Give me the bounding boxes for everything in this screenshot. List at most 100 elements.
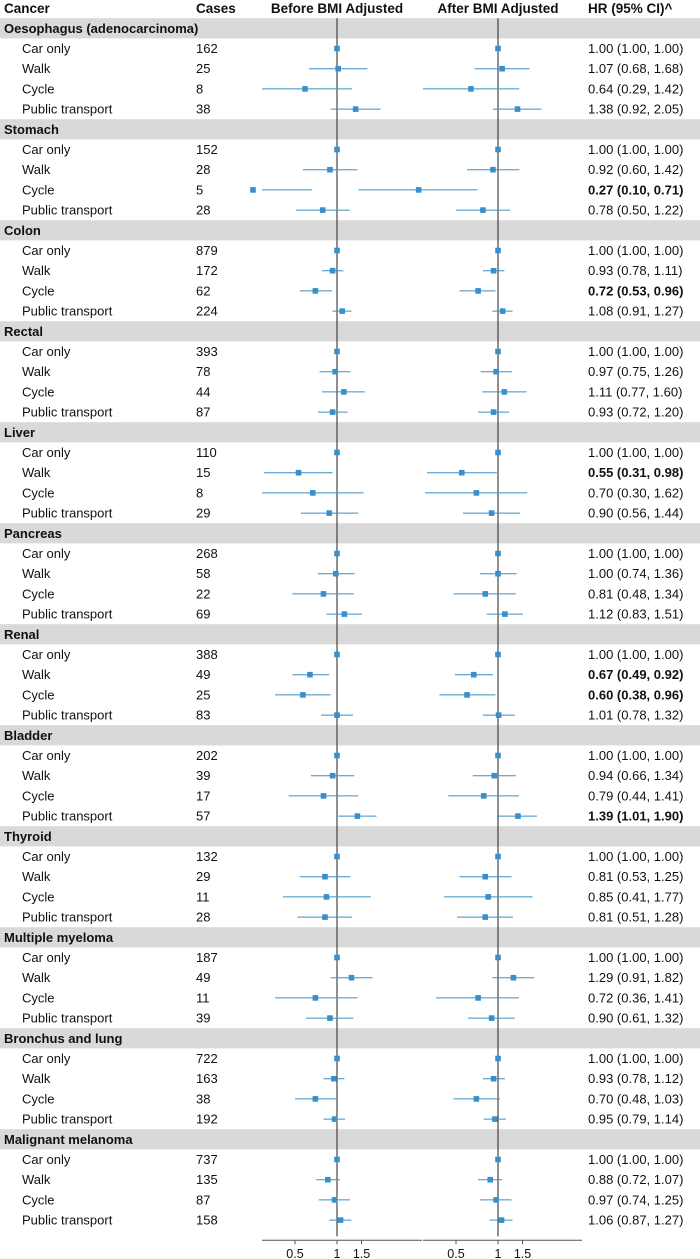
cases-value: 83: [196, 708, 210, 723]
estimate-marker-after: [468, 86, 474, 92]
estimate-marker-after: [501, 389, 508, 395]
cases-value: 158: [196, 1213, 218, 1228]
estimate-marker-before: [354, 813, 361, 819]
cases-value: 11: [196, 990, 210, 1005]
estimate-marker-before: [320, 793, 327, 799]
hr-value: 0.97 (0.74, 1.25): [588, 1192, 683, 1207]
estimate-marker-before: [312, 288, 319, 294]
group-label: Malignant melanoma: [4, 1132, 133, 1147]
hr-value: 1.38 (0.92, 2.05): [588, 102, 683, 117]
group-band: [0, 927, 700, 948]
hr-value: 1.00 (1.00, 1.00): [588, 748, 683, 763]
estimate-marker-before: [332, 368, 338, 375]
cases-value: 29: [196, 869, 210, 884]
estimate-marker-after: [493, 1197, 499, 1203]
estimate-marker-before: [331, 1075, 337, 1082]
estimate-marker-after: [488, 510, 495, 516]
row-label: Car only: [22, 344, 71, 359]
estimate-marker-after: [482, 873, 489, 880]
estimate-marker-before: [337, 1217, 344, 1223]
estimate-marker-after: [473, 1096, 480, 1102]
estimate-marker-before: [329, 267, 336, 274]
cases-value: 62: [196, 283, 210, 298]
hr-value: 0.97 (0.75, 1.26): [588, 364, 683, 379]
cases-value: 58: [196, 566, 210, 581]
estimate-marker-before: [334, 954, 340, 961]
cases-value: 5: [196, 182, 203, 197]
estimate-marker-after: [514, 106, 521, 112]
estimate-marker-after: [458, 469, 465, 476]
hr-value: 1.00 (1.00, 1.00): [588, 243, 683, 258]
estimate-marker-after: [493, 368, 499, 375]
estimate-marker-after: [502, 611, 508, 617]
hr-value: 0.55 (0.31, 0.98): [588, 465, 683, 480]
estimate-marker-before: [250, 187, 256, 193]
estimate-marker-before: [329, 772, 336, 779]
cases-value: 11: [196, 889, 210, 904]
cases-value: 29: [196, 506, 210, 521]
estimate-marker-after: [499, 65, 505, 72]
row-label: Public transport: [22, 1112, 113, 1127]
row-label: Car only: [22, 243, 71, 258]
cases-value: 44: [196, 384, 210, 399]
estimate-marker-after: [495, 954, 501, 961]
hr-value: 1.07 (0.68, 1.68): [588, 61, 683, 76]
row-label: Cycle: [22, 687, 55, 702]
estimate-marker-after: [495, 550, 501, 557]
hr-value: 0.81 (0.53, 1.25): [588, 869, 683, 884]
group-label: Bladder: [4, 728, 52, 743]
row-label: Public transport: [22, 1011, 113, 1026]
hr-value: 0.85 (0.41, 1.77): [588, 889, 683, 904]
estimate-marker-before: [295, 469, 302, 476]
row-label: Cycle: [22, 586, 55, 601]
cases-value: 187: [196, 950, 218, 965]
x-tick-label-after: 1: [495, 1247, 502, 1259]
group-label: Rectal: [4, 324, 43, 339]
group-label: Liver: [4, 425, 35, 440]
estimate-marker-before: [329, 409, 336, 415]
cases-value: 57: [196, 809, 210, 824]
hr-value: 0.79 (0.44, 1.41): [588, 788, 683, 803]
cases-value: 132: [196, 849, 218, 864]
estimate-marker-before: [322, 873, 328, 880]
hr-value: 1.00 (1.00, 1.00): [588, 344, 683, 359]
estimate-marker-after: [495, 146, 501, 153]
estimate-marker-after: [473, 490, 480, 496]
cases-value: 163: [196, 1071, 218, 1086]
x-tick-label-before: 1: [334, 1247, 341, 1259]
row-label: Car only: [22, 647, 71, 662]
row-label: Public transport: [22, 1213, 113, 1228]
hr-value: 0.70 (0.48, 1.03): [588, 1091, 683, 1106]
cases-value: 28: [196, 162, 210, 177]
estimate-marker-after: [510, 974, 517, 981]
hr-value: 1.00 (0.74, 1.36): [588, 566, 683, 581]
group-band: [0, 523, 700, 544]
row-label: Public transport: [22, 405, 113, 420]
estimate-marker-after: [492, 1116, 498, 1122]
estimate-marker-after: [495, 651, 501, 658]
cases-value: 87: [196, 1192, 210, 1207]
estimate-marker-after: [495, 853, 501, 860]
hr-value: 1.00 (1.00, 1.00): [588, 142, 683, 157]
hr-value: 1.08 (0.91, 1.27): [588, 304, 683, 319]
cases-value: 39: [196, 768, 210, 783]
x-tick-label-after: 1.5: [514, 1247, 531, 1259]
hr-value: 1.00 (1.00, 1.00): [588, 445, 683, 460]
cases-value: 87: [196, 405, 210, 420]
estimate-marker-after: [495, 45, 501, 52]
group-band: [0, 18, 700, 39]
hr-value: 0.90 (0.61, 1.32): [588, 1011, 683, 1026]
estimate-marker-after: [490, 166, 496, 173]
estimate-marker-before: [327, 166, 333, 173]
estimate-marker-after: [482, 591, 489, 597]
row-label: Cycle: [22, 81, 55, 96]
hr-value: 1.00 (1.00, 1.00): [588, 849, 683, 864]
estimate-marker-after: [490, 1075, 497, 1082]
cases-value: 737: [196, 1152, 218, 1167]
row-label: Car only: [22, 546, 71, 561]
x-tick-label-after: 0.5: [447, 1247, 464, 1259]
row-label: Walk: [22, 364, 51, 379]
hr-value: 0.94 (0.66, 1.34): [588, 768, 683, 783]
header-after: After BMI Adjusted: [438, 1, 559, 16]
